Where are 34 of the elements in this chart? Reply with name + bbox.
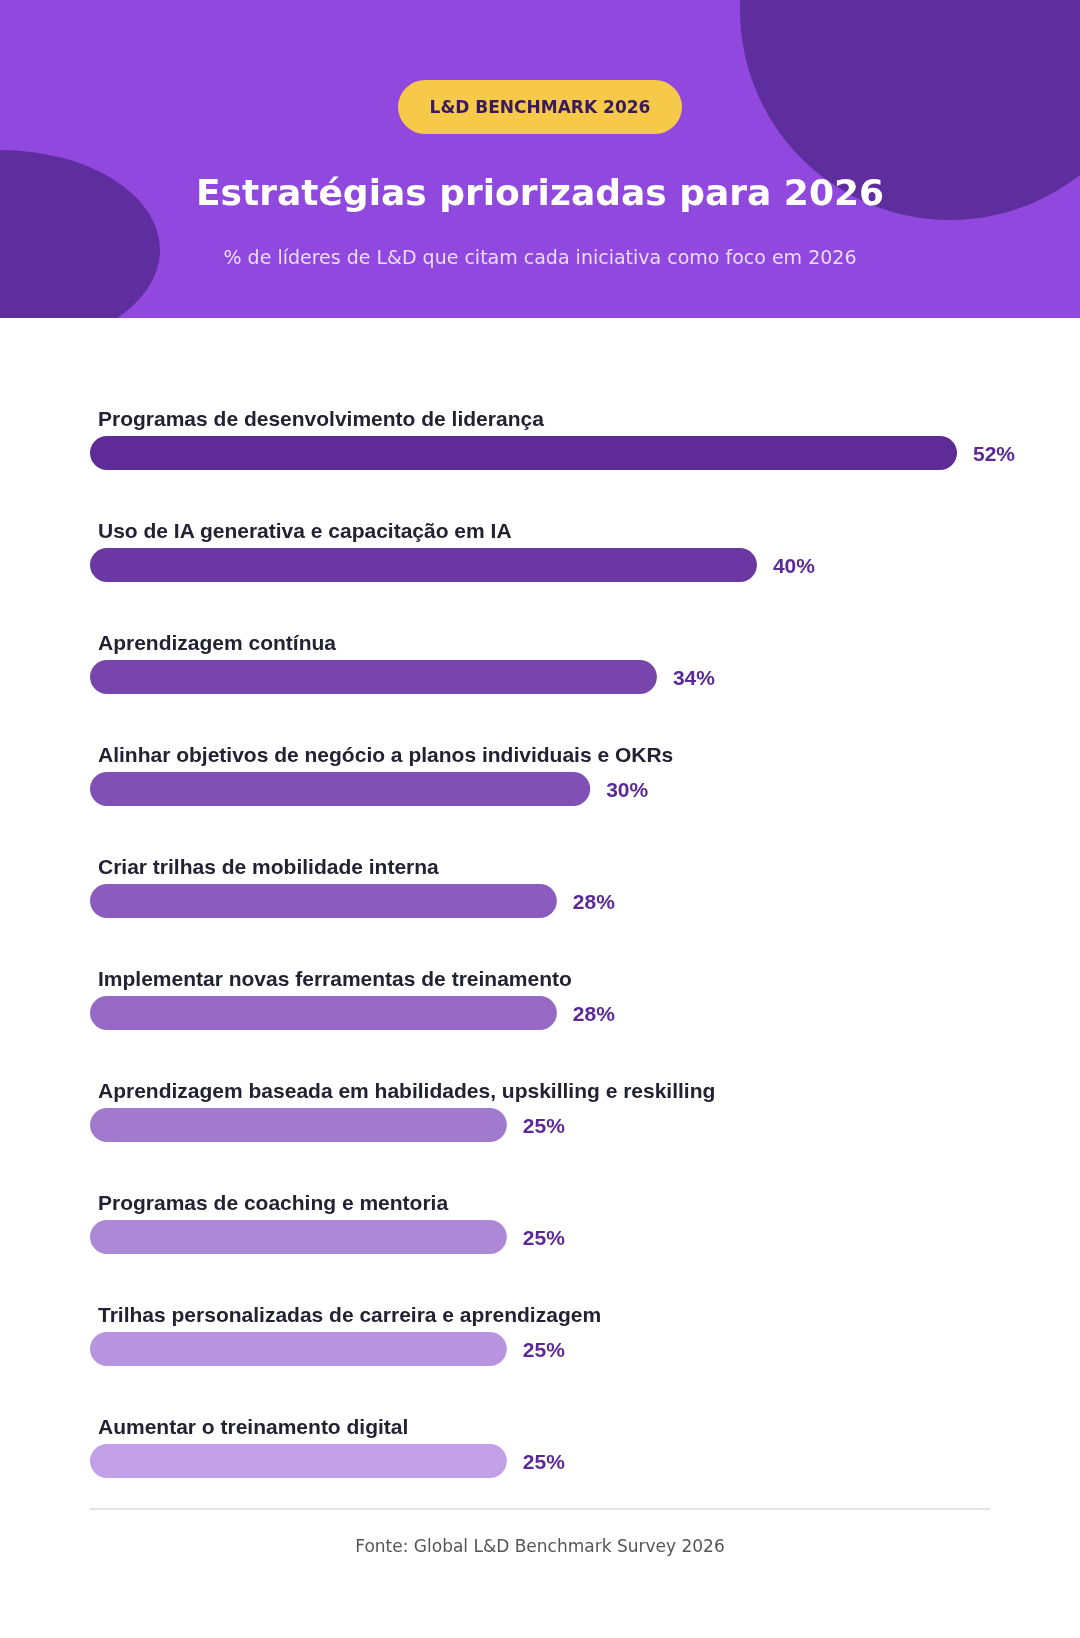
bar xyxy=(90,1220,507,1254)
data-label: 25% xyxy=(522,1113,566,1137)
data-label: 52% xyxy=(973,441,1016,465)
data-label: 25% xyxy=(522,1225,566,1249)
y-tick-label: Aprendizagem contínua xyxy=(98,631,337,654)
y-tick-label: Programas de coaching e mentoria xyxy=(98,1191,449,1214)
data-label: 25% xyxy=(522,1449,566,1473)
bar xyxy=(90,884,557,918)
y-tick-label: Implementar novas ferramentas de treinamento xyxy=(98,967,572,990)
y-tick-label: Uso de IA generativa e capacitação em IA xyxy=(98,519,512,542)
bar xyxy=(90,1444,507,1478)
bar xyxy=(90,1108,507,1142)
data-label: 28% xyxy=(572,889,616,913)
y-tick-label: Programas de desenvolvimento de liderança xyxy=(98,407,545,430)
source-note: Fonte: Global L&D Benchmark Survey 2026 xyxy=(354,1536,726,1556)
y-tick-label: Trilhas personalizadas de carreira e aprendizagem xyxy=(98,1303,602,1326)
chart-title: Estratégias priorizadas para 2026 xyxy=(194,172,886,213)
data-label: 28% xyxy=(572,1001,616,1025)
chart-subtitle: % de líderes de L&D que citam cada iniciativa como foco em 2026 xyxy=(222,246,858,268)
bar xyxy=(90,1332,507,1366)
bar xyxy=(90,996,557,1030)
bar xyxy=(90,660,657,694)
data-label: 40% xyxy=(772,553,816,577)
bar xyxy=(90,772,591,806)
bar xyxy=(90,548,757,582)
y-tick-label: Aprendizagem baseada em habilidades, upskilling e reskilling xyxy=(98,1079,716,1102)
data-label: 30% xyxy=(606,777,649,801)
text: L&D BENCHMARK 2026 xyxy=(398,80,682,134)
y-tick-label: Alinhar objetivos de negócio a planos individuais e OKRs xyxy=(98,743,674,766)
data-label: 34% xyxy=(672,665,716,689)
y-tick-label: Aumentar o treinamento digital xyxy=(98,1415,409,1438)
y-tick-label: Criar trilhas de mobilidade interna xyxy=(98,855,440,878)
bar xyxy=(90,436,957,470)
data-label: 25% xyxy=(522,1337,566,1361)
